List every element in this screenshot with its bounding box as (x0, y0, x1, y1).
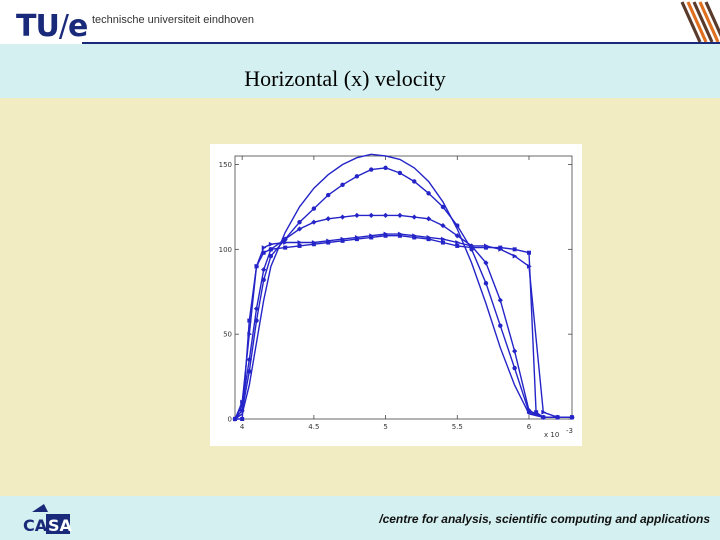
series-5-point (369, 235, 374, 240)
series-2-point (297, 219, 302, 225)
series-5-point (326, 240, 331, 245)
series-2-point (426, 191, 431, 196)
series-4-point (512, 253, 518, 259)
series-2-point (397, 170, 403, 176)
stripes-logo-icon (680, 1, 720, 43)
velocity-chart: 0 50 100 150 4 4.5 5 5.5 6 x 10 -3 (219, 153, 575, 439)
series-5-point (455, 243, 460, 248)
series-2-point (311, 206, 317, 211)
series-5-point (261, 250, 266, 255)
series-5-point (483, 245, 488, 250)
series-3-point (425, 216, 432, 222)
series-3-point (497, 297, 503, 303)
x-tick-label: 4.5 (308, 423, 319, 431)
x-tick-label: 4 (240, 423, 245, 431)
series-4-point (440, 236, 446, 242)
series-5-point (512, 247, 517, 252)
series-4-point (297, 240, 303, 245)
series-5-point (283, 245, 288, 250)
series-3-point (512, 348, 518, 354)
series-2-point (326, 192, 331, 198)
series-5-point (412, 235, 417, 240)
series-5-point (354, 237, 359, 242)
series-line-1 (234, 153, 572, 420)
series-2-point (340, 182, 345, 188)
series-2-point (498, 323, 503, 328)
series-3-point (239, 402, 245, 409)
series-5-point (254, 264, 259, 269)
series-5-point (570, 415, 574, 420)
slide-header: TU/e technische universiteit eindhoven (0, 0, 720, 44)
series-5-point (247, 318, 252, 323)
series-3-point (411, 214, 417, 220)
series-5-point (240, 417, 245, 421)
slide-footer: /centre for analysis, scientific computi… (0, 496, 720, 540)
series-5-point (534, 410, 539, 415)
x-multiplier-label: x 10 (544, 431, 559, 439)
series-2-point (268, 253, 274, 259)
y-tick-label: 50 (223, 331, 232, 339)
series-5-point (297, 243, 302, 248)
university-name: technische universiteit eindhoven (92, 14, 255, 26)
series-2-point (369, 167, 374, 172)
series-4-point (455, 240, 461, 245)
footer-text: /centre for analysis, scientific computi… (379, 512, 710, 526)
series-3-point (382, 212, 389, 218)
series-2-point (383, 165, 388, 171)
series-3-point (246, 357, 252, 363)
chart-panel: 0 50 100 150 4 4.5 5 5.5 6 x 10 -3 (210, 144, 582, 446)
series-5-point (541, 415, 546, 420)
series-5-point (440, 240, 445, 245)
x-tick-label: 5 (383, 423, 387, 431)
slide-title: Horizontal (x) velocity (244, 66, 446, 91)
series-3-point (261, 267, 267, 273)
series-4-point (261, 245, 267, 251)
y-tick-label: 100 (219, 246, 232, 254)
series-4-point (268, 241, 274, 247)
series-2-point (455, 223, 460, 228)
series-2-point (512, 365, 517, 371)
series-2-point (483, 281, 489, 286)
casa-logo-icon: CASA (23, 504, 72, 535)
title-band: Horizontal (x) velocity (0, 44, 720, 98)
series-3-point (526, 407, 532, 414)
series-3-point (368, 212, 374, 218)
series-4-point (240, 399, 245, 405)
plot-frame (234, 155, 573, 420)
series-2-point (354, 174, 360, 179)
y-tick-label: 0 (228, 416, 232, 424)
series-5-point (268, 247, 273, 252)
series-5-point (426, 237, 431, 242)
series-2-point (440, 204, 446, 210)
series-5-point (233, 417, 237, 421)
x-multiplier-exponent: -3 (566, 427, 573, 435)
series-3-point (440, 222, 446, 229)
series-line-5 (235, 234, 572, 420)
series-5-point (469, 245, 474, 250)
casa-logo-text: CASA (23, 516, 72, 535)
series-5-point (555, 415, 560, 420)
series-5-point (311, 242, 316, 247)
series-5-point (498, 245, 503, 250)
series-5-point (526, 250, 531, 255)
series-3-point (397, 212, 403, 218)
header-rule (82, 42, 720, 44)
series-4-point (283, 240, 288, 245)
series-5-point (397, 233, 402, 238)
series-4-point (541, 409, 547, 415)
y-tick-label: 150 (219, 161, 232, 169)
series-3-point (339, 214, 346, 220)
tue-logo: TU/e (16, 9, 88, 44)
x-tick-label: 6 (527, 423, 532, 431)
series-5-point (340, 238, 345, 243)
series-2-point (412, 179, 417, 184)
series-3-point (354, 212, 360, 218)
series-3-point (325, 216, 331, 222)
x-tick-label: 5.5 (452, 423, 463, 431)
series-3-point (311, 219, 317, 225)
series-5-point (383, 233, 388, 238)
